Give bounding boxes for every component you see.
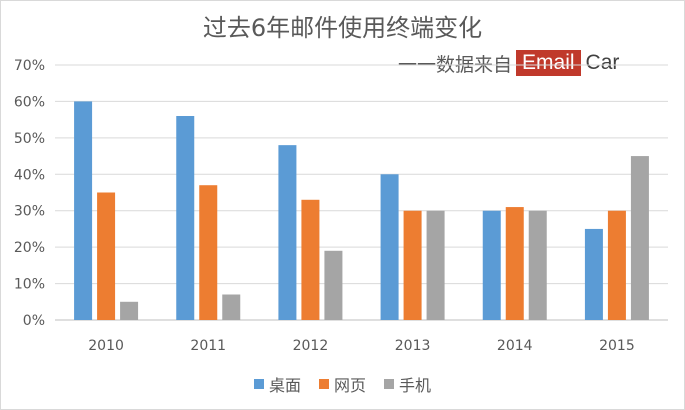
legend-item: 桌面: [253, 372, 301, 396]
bar-2010-0: [74, 101, 93, 320]
y-tick-label: 20%: [14, 240, 45, 256]
bar-2012-1: [301, 199, 320, 320]
legend-item: 网页: [318, 372, 366, 396]
legend-swatch: [318, 379, 329, 389]
bar-2011-2: [222, 294, 241, 320]
y-tick-label: 10%: [14, 277, 45, 293]
legend-swatch: [253, 379, 264, 389]
legend: 桌面 网页 手机: [0, 372, 685, 396]
x-tick-label: 2014: [497, 338, 533, 354]
y-tick-label: 40%: [14, 167, 45, 183]
legend-label: 桌面: [268, 376, 301, 395]
bar-2010-2: [120, 301, 139, 320]
bar-2015-0: [584, 228, 603, 320]
legend-item: 手机: [384, 372, 431, 396]
bar-2012-0: [278, 145, 297, 320]
y-tick-label: 30%: [14, 204, 45, 220]
x-tick-label: 2015: [599, 338, 635, 354]
bar-2011-1: [199, 185, 218, 320]
bar-2010-1: [97, 192, 116, 320]
data-source: 一一数据来自 Email Car: [398, 50, 619, 76]
brand-highlight: Email: [516, 50, 581, 76]
bar-2011-0: [176, 116, 195, 320]
legend-label: 手机: [399, 376, 432, 395]
x-tick-label: 2013: [395, 338, 431, 354]
bar-2015-1: [607, 210, 626, 320]
legend-swatch: [384, 379, 394, 389]
bar-2015-2: [630, 156, 649, 320]
bar-2014-0: [482, 210, 501, 320]
y-tick-label: 0%: [23, 313, 45, 329]
x-tick-label: 2011: [190, 338, 226, 354]
chart-title: 过去6年邮件使用终端变化: [202, 14, 483, 42]
y-tick-label: 60%: [14, 94, 45, 110]
x-tick-label: 2012: [293, 338, 329, 354]
x-tick-label: 2010: [88, 338, 124, 354]
y-tick-label: 70%: [14, 58, 45, 74]
bar-2013-1: [403, 210, 422, 320]
bar-2014-2: [528, 210, 547, 320]
y-tick-label: 50%: [14, 131, 45, 147]
bar-2012-2: [324, 250, 343, 320]
bar-2014-1: [505, 207, 524, 320]
bar-2013-2: [426, 210, 445, 320]
brand-tail: Car: [585, 51, 620, 74]
legend-label: 网页: [333, 376, 366, 395]
bar-2013-0: [380, 174, 399, 320]
